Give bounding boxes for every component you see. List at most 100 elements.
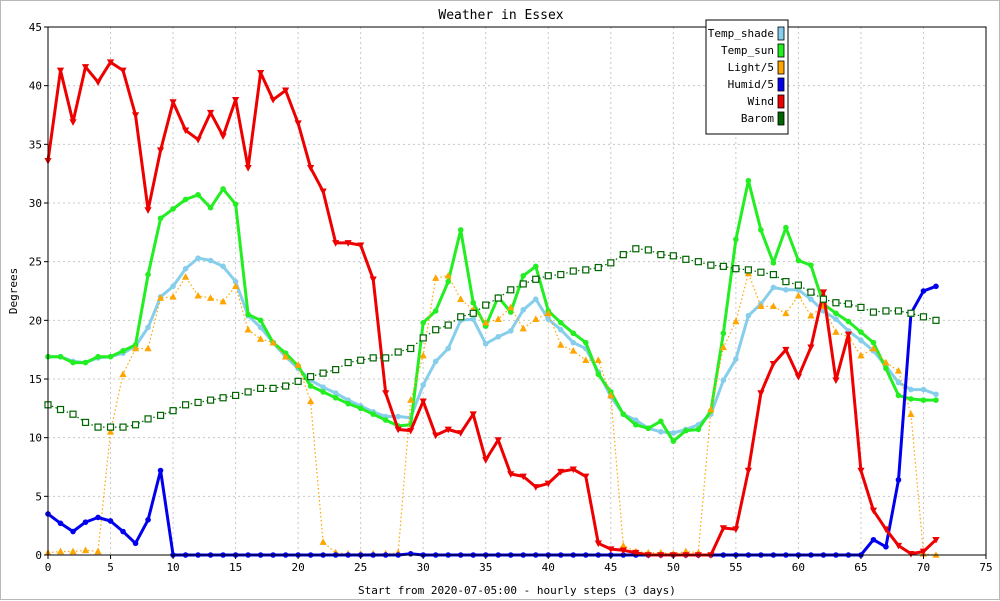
- data-point-temp-sun: [870, 339, 877, 346]
- data-point-barom: [669, 252, 677, 260]
- data-point-barom: [457, 313, 465, 321]
- data-point-barom: [519, 280, 527, 288]
- data-point-wind: [732, 526, 740, 533]
- data-point-light-5: [882, 358, 890, 366]
- data-point-temp-shade: [895, 379, 902, 386]
- data-point-humid-5: [95, 514, 101, 521]
- data-point-barom: [369, 354, 377, 362]
- data-point-barom: [907, 309, 915, 317]
- data-point-humid-5: [145, 517, 151, 523]
- data-point-barom: [444, 321, 452, 329]
- data-point-light-5: [507, 303, 515, 311]
- data-point-wind: [369, 276, 377, 284]
- y-tick-label: 30: [29, 197, 42, 210]
- data-point-temp-shade: [145, 324, 151, 331]
- data-point-light-5: [269, 338, 277, 346]
- data-point-wind: [919, 548, 928, 556]
- x-tick-label: 45: [604, 561, 617, 574]
- data-point-wind: [244, 165, 252, 172]
- data-point-barom: [844, 300, 853, 308]
- data-point-temp-shade: [320, 384, 326, 391]
- x-tick-label: 70: [917, 561, 930, 574]
- data-point-wind: [257, 69, 265, 77]
- data-point-barom: [507, 286, 515, 294]
- data-point-wind: [794, 373, 802, 381]
- data-point-wind: [269, 96, 277, 104]
- data-point-temp-sun: [107, 353, 114, 360]
- data-point-barom: [144, 415, 152, 423]
- data-point-barom: [394, 348, 402, 356]
- data-point-wind: [457, 430, 465, 437]
- data-point-temp-shade: [507, 328, 514, 334]
- data-point-barom: [769, 270, 777, 279]
- x-tick-label: 0: [45, 561, 52, 574]
- data-point-wind: [307, 165, 315, 172]
- x-tick-label: 5: [107, 561, 114, 574]
- data-point-barom: [244, 388, 252, 396]
- legend: Temp_shade Temp_sun Light/5 Humid/5 Wind Baro…: [705, 19, 789, 135]
- series-barom: [44, 245, 940, 431]
- data-point-temp-shade: [633, 417, 639, 423]
- legend-label: Wind: [748, 95, 775, 108]
- data-point-light-5: [869, 344, 878, 352]
- data-point-barom: [644, 246, 652, 254]
- data-point-wind: [894, 542, 903, 550]
- data-point-wind: [444, 426, 452, 434]
- data-point-humid-5: [407, 551, 414, 557]
- data-point-wind: [156, 147, 165, 154]
- data-point-temp-sun: [420, 319, 427, 326]
- data-point-temp-shade: [933, 391, 939, 398]
- legend-swatch: [777, 94, 785, 109]
- data-point-barom: [894, 307, 903, 315]
- x-tick-label: 50: [667, 561, 680, 574]
- data-point-barom: [344, 358, 352, 367]
- data-point-temp-sun: [920, 397, 927, 403]
- data-point-light-5: [319, 538, 327, 545]
- data-point-wind: [582, 473, 590, 481]
- data-point-barom: [757, 268, 765, 276]
- data-point-humid-5: [870, 536, 877, 543]
- data-point-light-5: [594, 356, 602, 364]
- data-point-wind: [932, 536, 940, 544]
- data-point-temp-sun: [382, 417, 389, 423]
- data-point-barom: [131, 421, 140, 429]
- data-point-light-5: [619, 541, 627, 549]
- data-point-light-5: [457, 295, 465, 303]
- data-point-light-5: [907, 410, 915, 417]
- data-point-temp-sun: [720, 330, 727, 337]
- data-point-barom: [569, 267, 577, 275]
- x-tick-label: 35: [479, 561, 492, 574]
- y-tick-label: 10: [29, 432, 42, 445]
- x-tick-label: 20: [292, 561, 305, 574]
- data-point-barom: [407, 344, 415, 353]
- data-point-wind: [232, 96, 240, 104]
- data-point-barom: [169, 407, 177, 415]
- legend-label: Barom: [741, 112, 774, 125]
- y-tick-label: 15: [29, 373, 42, 386]
- data-point-temp-sun: [120, 348, 126, 354]
- data-point-wind: [557, 468, 565, 476]
- data-point-light-5: [232, 282, 240, 290]
- series-line-humid-5: [47, 284, 937, 557]
- data-point-temp-shade: [670, 430, 677, 436]
- y-tick-label: 20: [29, 314, 42, 327]
- data-point-temp-sun: [82, 359, 89, 366]
- data-point-wind: [181, 127, 190, 135]
- y-tick-label: 45: [29, 21, 42, 34]
- data-point-temp-sun: [595, 371, 602, 378]
- series-line-temp-sun: [48, 179, 936, 443]
- data-point-wind: [319, 188, 327, 196]
- data-point-temp-sun: [445, 278, 452, 285]
- data-point-barom: [56, 405, 65, 414]
- data-point-barom: [294, 377, 302, 385]
- data-point-temp-sun: [457, 227, 464, 233]
- legend-item: Temp_shade: [708, 26, 785, 41]
- data-point-barom: [544, 272, 552, 280]
- data-point-temp-shade: [445, 345, 452, 352]
- data-point-barom: [106, 423, 115, 431]
- data-point-light-5: [56, 547, 65, 555]
- data-point-humid-5: [883, 543, 889, 550]
- x-tick-label: 40: [542, 561, 555, 574]
- data-point-temp-sun: [182, 196, 189, 203]
- legend-box: [705, 19, 789, 135]
